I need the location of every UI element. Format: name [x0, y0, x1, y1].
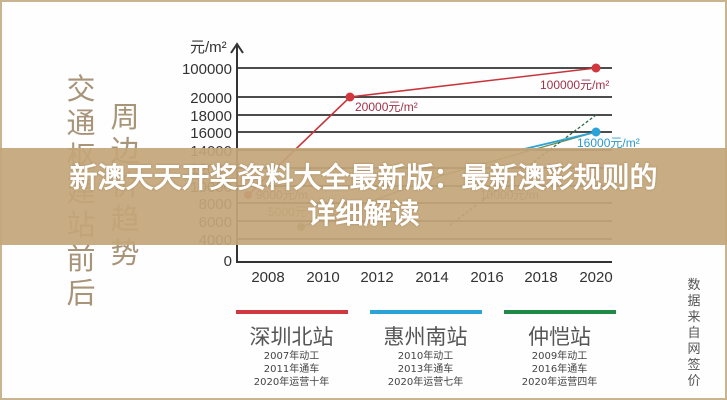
legend-item-zhongkai: 仲恺站 2009年动工 2016年通车 2020年运营四年	[502, 310, 617, 389]
legend-note: 2020年运营十年	[253, 377, 330, 388]
data-point	[345, 92, 355, 102]
svg-text:16000: 16000	[190, 125, 232, 142]
series-huizhou-south	[519, 131, 597, 151]
legend-note: 2007年动工	[263, 351, 320, 362]
svg-text:20000: 20000	[190, 90, 232, 107]
legend-note: 2020年运营四年	[521, 377, 598, 388]
label-16000: 16000元/m²	[577, 136, 640, 150]
legend-item-shenzhen-north: 深圳北站 2007年动工 2011年通车 2020年运营十年	[234, 310, 349, 389]
legend-note: 2011年通车	[263, 364, 320, 375]
data-point	[591, 63, 601, 73]
title-overlay-banner	[0, 148, 727, 245]
svg-text:18000: 18000	[190, 108, 232, 125]
banner-title-line1: 新澳天天开奖资料大全最新版：最新澳彩规则的	[69, 161, 658, 194]
legend-note: 2010年动工	[397, 351, 454, 362]
legend-name: 仲恺站	[528, 325, 591, 349]
svg-text:0: 0	[224, 253, 232, 270]
banner-title: 新澳天天开奖资料大全最新版：最新澳彩规则的 详细解读	[0, 160, 727, 232]
label-100000: 100000元/m²	[540, 78, 609, 92]
banner-title-line2: 详细解读	[307, 197, 420, 230]
svg-text:2008: 2008	[251, 269, 284, 286]
legend-note: 2013年通车	[397, 364, 454, 375]
svg-text:2014: 2014	[415, 269, 448, 286]
svg-text:2018: 2018	[524, 269, 557, 286]
x-tick-labels: 2008 2010 2012 2014 2016 2018 2020	[251, 269, 612, 286]
label-20000: 20000元/m²	[355, 100, 418, 114]
legend-swatch	[503, 310, 616, 314]
svg-text:100000: 100000	[182, 61, 232, 78]
legend-swatch	[369, 310, 482, 314]
svg-text:2020: 2020	[579, 269, 612, 286]
legend-name: 深圳北站	[249, 325, 334, 349]
legend-note: 2016年通车	[531, 364, 588, 375]
legend-item-huizhou-south: 惠州南站 2010年动工 2013年通车 2020年运营七年	[368, 310, 483, 389]
svg-text:2010: 2010	[306, 269, 339, 286]
legend-name: 惠州南站	[383, 325, 468, 349]
y-axis-unit: 元/m²	[190, 39, 227, 56]
legend-swatch	[235, 310, 348, 314]
y-axis-arrow-icon	[230, 42, 244, 54]
legend-note: 2009年动工	[531, 351, 588, 362]
svg-text:2016: 2016	[470, 269, 503, 286]
legend-note: 2020年运营七年	[387, 377, 464, 388]
data-source-note: 数据来自网签价	[687, 278, 701, 389]
data-point	[591, 127, 601, 137]
svg-text:2012: 2012	[360, 269, 393, 286]
